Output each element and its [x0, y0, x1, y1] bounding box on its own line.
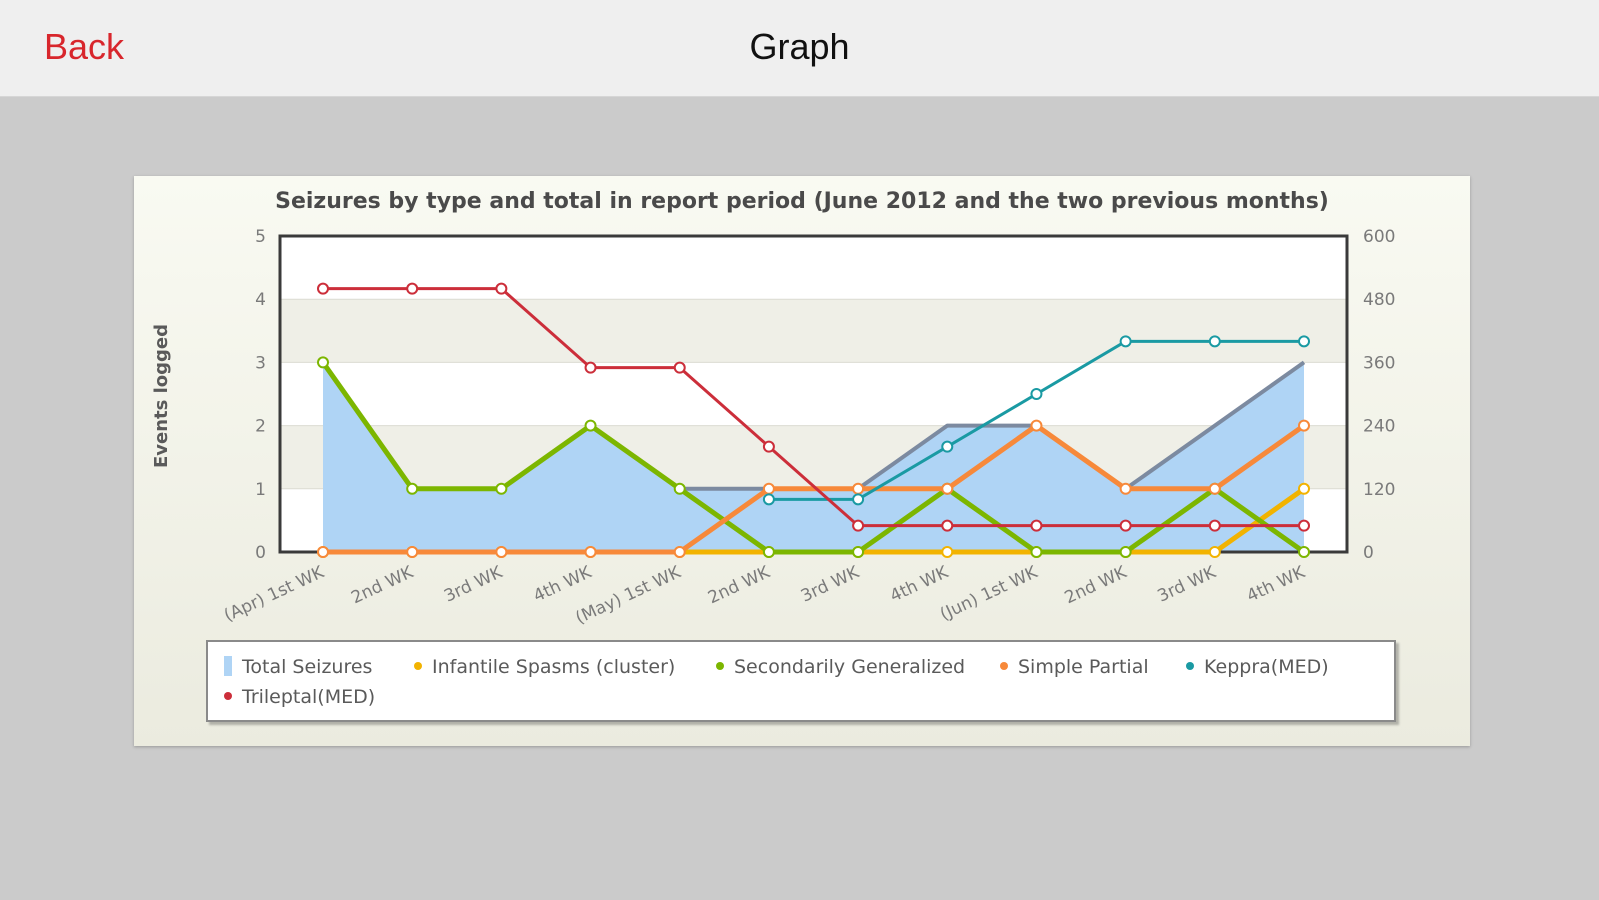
point-secondarily-generalized [584, 419, 597, 432]
point-trileptal-med [1208, 519, 1221, 532]
legend-item-simple-partial: Simple Partial [1000, 656, 1149, 678]
point-secondarily-generalized [1030, 546, 1043, 558]
x-tick-label: 2nd WK [348, 562, 417, 608]
x-tick-label: 4th WK [887, 562, 952, 607]
point-secondarily-generalized [762, 546, 775, 558]
point-trileptal-med [1119, 519, 1132, 532]
legend-swatch [716, 661, 724, 670]
point-infantile-spasms-cluster [1208, 546, 1221, 558]
x-tick-label: 3rd WK [441, 562, 506, 607]
seizure-chart: Seizures by type and total in report per… [151, 189, 1395, 629]
x-tick-label: 2nd WK [705, 562, 774, 608]
point-simple-partial [673, 546, 686, 558]
point-secondarily-generalized [495, 482, 508, 495]
point-simple-partial [762, 482, 775, 495]
legend-swatch [1186, 661, 1194, 670]
y2-tick-label: 480 [1363, 290, 1395, 310]
point-keppra-med [762, 493, 775, 506]
page-title: Graph [749, 26, 850, 67]
point-trileptal-med [1030, 519, 1043, 532]
y2-tick-label: 240 [1363, 417, 1395, 437]
back-button[interactable]: Back [44, 26, 125, 67]
point-trileptal-med [584, 361, 597, 374]
point-infantile-spasms-cluster [1298, 482, 1310, 495]
point-secondarily-generalized [406, 482, 419, 495]
legend-label: Simple Partial [1018, 656, 1149, 678]
legend-item-infantile-spasms-cluster: Infantile Spasms (cluster) [414, 656, 675, 678]
point-trileptal-med [673, 361, 686, 374]
y-tick-label: 2 [255, 417, 266, 437]
legend-swatch [224, 691, 232, 700]
point-keppra-med [1030, 388, 1043, 400]
chart-title: Seizures by type and total in report per… [275, 189, 1329, 214]
navigation-bar: Back Graph [0, 0, 1599, 97]
y2-tick-label: 120 [1363, 480, 1395, 500]
legend-item-keppra-med: Keppra(MED) [1186, 656, 1329, 678]
point-simple-partial [584, 546, 597, 558]
series-line-trileptal-med [323, 287, 1304, 528]
x-tick-label: (Apr) 1st WK [221, 562, 328, 626]
y2-tick-label: 360 [1363, 353, 1395, 373]
point-keppra-med [941, 440, 954, 453]
point-simple-partial [852, 482, 865, 495]
point-simple-partial [1208, 482, 1221, 495]
chart-panel: Seizures by type and total in report per… [134, 176, 1470, 746]
point-simple-partial [317, 546, 329, 558]
legend-label: Total Seizures [242, 656, 373, 678]
point-secondarily-generalized [673, 482, 686, 495]
legend-item-secondarily-generalized: Secondarily Generalized [716, 656, 965, 678]
y2-tick-label: 600 [1363, 227, 1395, 247]
point-trileptal-med [941, 519, 954, 532]
point-trileptal-med [1298, 519, 1310, 532]
legend-swatch [224, 655, 232, 676]
point-secondarily-generalized [317, 356, 329, 369]
x-tick-label: 3rd WK [798, 562, 863, 607]
grid-band [280, 299, 1347, 363]
point-simple-partial [1119, 482, 1132, 495]
point-keppra-med [852, 493, 865, 506]
series-line-simple-partial [323, 423, 1306, 555]
x-tick-label: 2nd WK [1062, 562, 1131, 608]
point-keppra-med [1119, 335, 1132, 348]
series-line-secondarily-generalized [320, 360, 1306, 555]
x-tick-label: 4th WK [530, 562, 595, 607]
point-simple-partial [1298, 419, 1310, 432]
y-tick-label: 0 [255, 543, 266, 563]
y-tick-label: 1 [255, 480, 266, 500]
point-simple-partial [406, 546, 419, 558]
legend-label: Trileptal(MED) [242, 686, 376, 708]
point-secondarily-generalized [852, 546, 865, 558]
y-tick-label: 3 [255, 353, 266, 373]
point-secondarily-generalized [1119, 546, 1132, 558]
legend-item-trileptal-med: Trileptal(MED) [224, 686, 375, 708]
legend-swatch [1000, 661, 1008, 670]
point-keppra-med [1208, 335, 1221, 348]
y-axis-label: Events logged [151, 324, 172, 468]
point-secondarily-generalized [1298, 546, 1310, 558]
series-area-total-seizures [323, 362, 1304, 552]
point-simple-partial [1030, 419, 1043, 432]
point-trileptal-med [317, 282, 329, 295]
chart-legend: Total Seizures Infantile Spasms (cluster)… [206, 640, 1396, 722]
y-tick-label: 5 [255, 227, 266, 247]
x-tick-label: 4th WK [1244, 562, 1309, 607]
point-trileptal-med [762, 440, 775, 453]
point-trileptal-med [406, 282, 419, 295]
x-tick-label: 3rd WK [1155, 562, 1220, 607]
point-trileptal-med [495, 282, 508, 295]
point-infantile-spasms-cluster [941, 546, 954, 558]
legend-swatch [414, 661, 422, 670]
legend-label: Infantile Spasms (cluster) [432, 656, 676, 678]
x-tick-label: (Jun) 1st WK [937, 562, 1041, 625]
point-keppra-med [1298, 335, 1310, 348]
legend-label: Secondarily Generalized [734, 656, 966, 678]
point-trileptal-med [852, 519, 865, 532]
legend-label: Keppra(MED) [1204, 656, 1329, 678]
point-simple-partial [495, 546, 508, 558]
y2-tick-label: 0 [1363, 543, 1374, 563]
legend-item-total-seizures: Total Seizures [224, 655, 373, 678]
point-simple-partial [941, 482, 954, 495]
y-tick-label: 4 [255, 290, 266, 310]
